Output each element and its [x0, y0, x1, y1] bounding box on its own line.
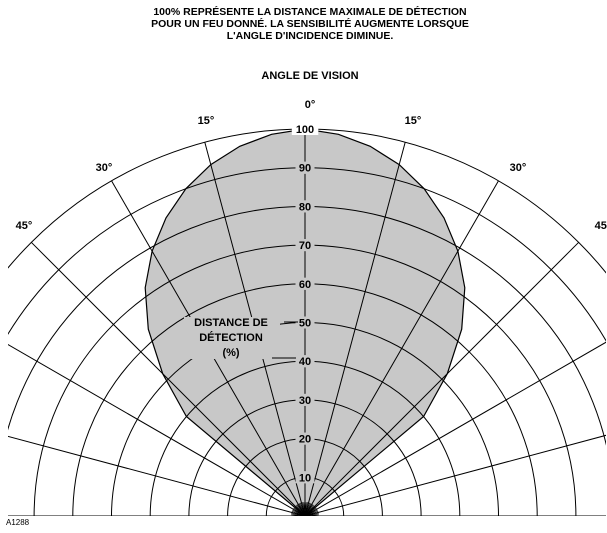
angle-ray	[30, 241, 306, 516]
radial-label-bg	[295, 393, 315, 406]
radial-label-30: 30	[299, 395, 311, 407]
angle-label-left-30: 30°	[96, 162, 113, 174]
detection-label-bg	[184, 317, 280, 359]
angle-ray	[304, 142, 406, 516]
detection-label-line-3: (%)	[222, 347, 239, 359]
note-line-1: 100% REPRÉSENTE LA DISTANCE MAXIMALE DE …	[153, 6, 467, 18]
angle-ray	[304, 241, 580, 516]
radial-label-50: 50	[299, 318, 311, 330]
detection-label-line-2: DÉTECTION	[199, 331, 263, 344]
angle-of-view-title: ANGLE DE VISION	[261, 70, 359, 82]
radial-label-100: 100	[296, 124, 314, 136]
figure-code: A1288	[6, 518, 30, 527]
radial-label-bg	[295, 432, 315, 445]
radial-label-60: 60	[299, 279, 311, 291]
radial-label-70: 70	[299, 240, 311, 252]
detection-label-line-1: DISTANCE DE	[194, 317, 268, 329]
note-line-2: POUR UN FEU DONNÉ. LA SENSIBILITÉ AUGMEN…	[151, 18, 469, 30]
angle-ray	[304, 180, 499, 516]
radial-label-90: 90	[299, 163, 311, 175]
radial-label-bg	[295, 471, 315, 484]
radial-label-bg	[295, 355, 315, 368]
radial-label-bg	[295, 161, 315, 174]
angle-ray	[8, 343, 306, 516]
angle-label-right-30: 30°	[510, 162, 527, 174]
radial-label-20: 20	[299, 434, 311, 446]
angle-label-left-45: 45°	[16, 220, 33, 232]
radial-label-10: 10	[299, 472, 311, 484]
angle-label-right-15: 15°	[405, 115, 422, 127]
note-line-3: L'ANGLE D'INCIDENCE DIMINUE.	[226, 30, 394, 42]
radial-label-bg	[295, 316, 315, 329]
angle-label-0: 0°	[305, 99, 316, 111]
radial-label-80: 80	[299, 201, 311, 213]
angle-label-right-45: 45°	[595, 220, 607, 232]
angle-ray	[304, 434, 606, 516]
radial-label-bg	[295, 200, 315, 213]
sensitivity-note: 100% REPRÉSENTE LA DISTANCE MAXIMALE DE …	[60, 6, 560, 42]
angle-ray	[304, 341, 606, 516]
radial-label-bg	[295, 277, 315, 290]
angle-label-left-15: 15°	[198, 115, 215, 127]
radial-label-40: 40	[299, 356, 311, 368]
angle-ray	[8, 435, 306, 516]
radial-label-bg	[295, 239, 315, 252]
radial-label-bg	[291, 123, 319, 135]
